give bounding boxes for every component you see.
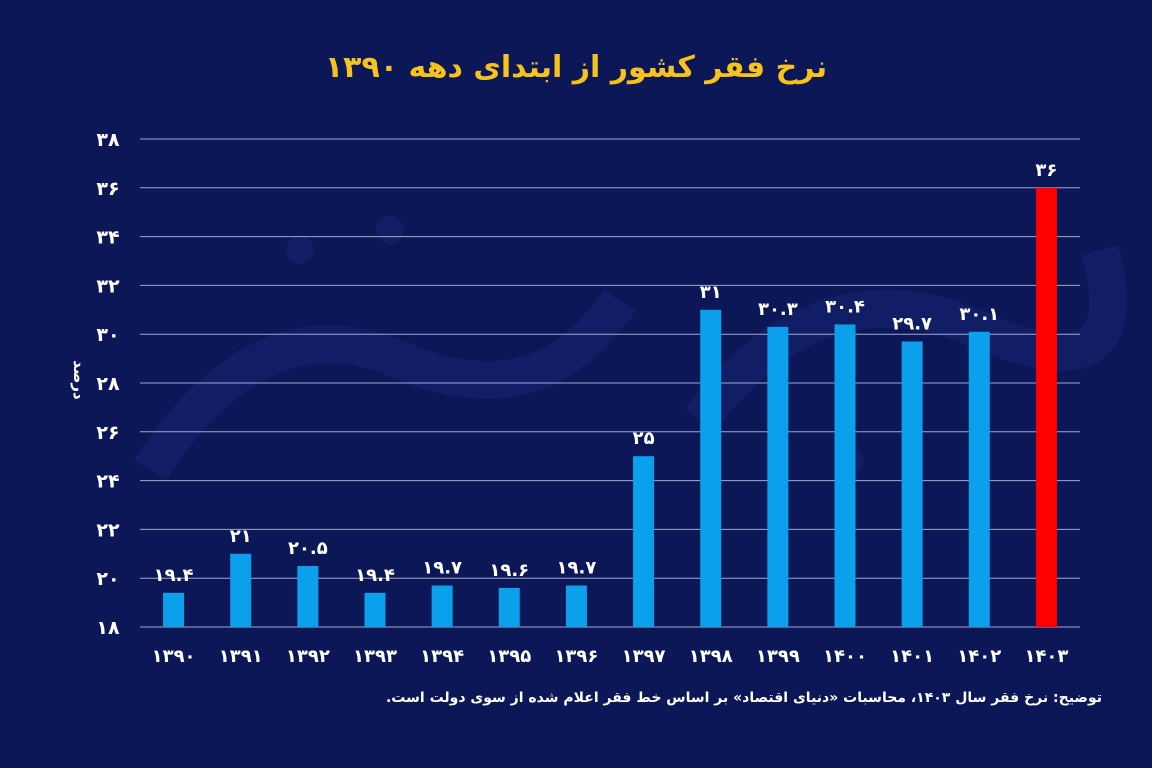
bar-value-label: ۲۱	[230, 526, 252, 547]
bar	[834, 324, 856, 627]
bar	[163, 592, 185, 627]
bar	[565, 585, 587, 627]
bar	[431, 585, 453, 627]
x-tick-label: ۱۳۹۰	[152, 646, 196, 667]
bar-value-label: ۱۹.۷	[422, 558, 462, 579]
bar-value-label: ۱۹.۷	[557, 558, 597, 579]
x-tick-label: ۱۳۹۸	[689, 646, 733, 667]
x-tick-label: ۱۳۹۱	[219, 646, 263, 667]
bar-value-label: ۳۰.۱	[959, 304, 999, 325]
x-tick-label: ۱۳۹۳	[353, 646, 397, 667]
bar-value-label: ۲۰.۵	[288, 538, 328, 559]
x-tick-label: ۱۴۰۰	[823, 646, 867, 667]
y-tick-label: ۳۲	[96, 275, 120, 297]
bar-value-label: ۳۶	[1035, 160, 1057, 181]
bar	[498, 587, 520, 627]
bar-value-label: ۳۱	[700, 282, 722, 303]
bar	[700, 309, 722, 627]
y-tick-label: ۱۸	[96, 617, 120, 639]
bar-value-label: ۳۰.۴	[825, 296, 865, 317]
bar-value-label: ۱۹.۴	[355, 565, 395, 586]
bar-value-label: ۲۹.۷	[892, 314, 932, 335]
x-tick-label: ۱۴۰۱	[890, 646, 934, 667]
x-tick-label: ۱۳۹۹	[756, 646, 800, 667]
bar	[968, 331, 990, 627]
y-tick-label: ۲۴	[96, 471, 119, 493]
x-tick-label: ۱۳۹۵	[487, 646, 531, 667]
x-tick-label: ۱۳۹۷	[622, 646, 666, 667]
bar	[901, 341, 923, 627]
x-tick-label: ۱۴۰۳	[1024, 646, 1068, 667]
y-tick-label: ۳۶	[96, 178, 119, 200]
y-axis-label: درصد	[70, 360, 88, 400]
bar-value-label: ۳۰.۳	[758, 299, 798, 320]
y-tick-label: ۳۸	[96, 129, 120, 151]
x-tick-label: ۱۳۹۶	[554, 646, 598, 667]
bar	[230, 553, 252, 627]
y-tick-label: ۲۸	[96, 373, 120, 395]
x-tick-label: ۱۴۰۲	[957, 646, 1001, 667]
bar	[633, 456, 655, 627]
bar	[364, 592, 386, 627]
y-tick-label: ۲۶	[96, 422, 119, 444]
chart-title: نرخ فقر کشور از ابتدای دهه ۱۳۹۰	[324, 50, 828, 85]
bar-value-label: ۲۵	[633, 428, 655, 449]
x-tick-label: ۱۳۹۴	[420, 646, 464, 667]
bar-value-label: ۱۹.۶	[489, 560, 529, 581]
bar-value-label: ۱۹.۴	[154, 565, 194, 586]
bar	[1035, 187, 1057, 628]
y-tick-label: ۳۴	[96, 227, 119, 249]
bar	[767, 326, 789, 627]
y-tick-label: ۲۲	[96, 519, 120, 541]
bar	[297, 566, 319, 627]
y-tick-label: ۳۰	[96, 324, 119, 346]
x-tick-label: ۱۳۹۲	[286, 646, 330, 667]
chart-footnote: توضیح: نرخ فقر سال ۱۴۰۳، محاسبات «دنیای …	[385, 690, 1102, 706]
y-tick-label: ۲۰	[96, 568, 119, 590]
